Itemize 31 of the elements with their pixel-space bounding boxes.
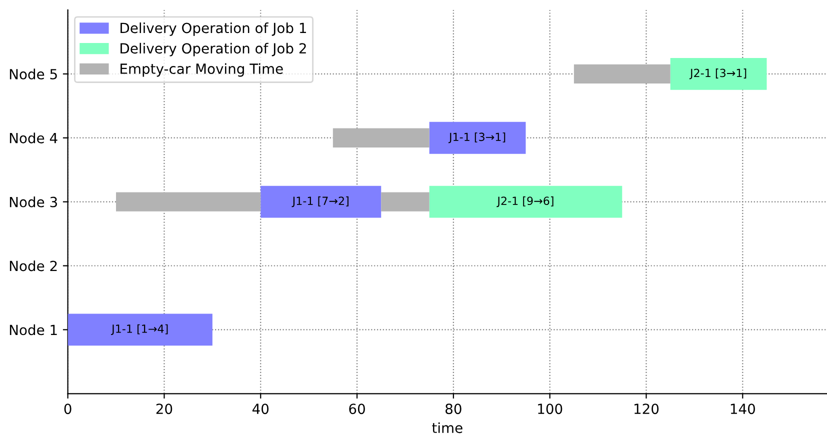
bar: [670, 58, 767, 90]
x-tick-label: 120: [634, 404, 659, 414]
data-label: J1-1 [3→1]: [448, 132, 506, 144]
x-tick-label: 80: [446, 404, 462, 414]
y-tick-label: Node 1: [10, 324, 57, 336]
legend-label: Delivery Operation of Job 1: [120, 22, 306, 36]
legend-label: Empty-car Moving Time: [120, 63, 283, 77]
x-axis-title: time: [432, 422, 462, 434]
bar: [381, 192, 430, 212]
y-tick-label: Node 3: [10, 196, 57, 208]
x-tick-label: 100: [538, 404, 562, 414]
x-tick-label: 40: [252, 404, 269, 414]
bar: [574, 64, 670, 84]
data-label: J1-1 [1→4]: [111, 324, 168, 335]
bar: [116, 192, 261, 212]
legend-label: Delivery Operation of Job 2: [120, 42, 306, 56]
data-label: J2-1 [3→1]: [689, 68, 746, 80]
y-tick-label: Node 4: [10, 132, 58, 144]
data-label: J2-1 [9→6]: [496, 196, 554, 208]
x-tick-label: 60: [349, 404, 365, 414]
x-tick-label: 0: [64, 404, 72, 414]
x-tick-label: 140: [730, 404, 755, 414]
bar: [68, 314, 212, 346]
bar: [260, 186, 382, 218]
bar: [429, 186, 622, 218]
bar: [429, 122, 526, 154]
x-tick-label: 20: [156, 404, 172, 414]
bar: [332, 128, 430, 148]
y-tick-label: Node 5: [10, 68, 57, 80]
data-label: J1-1 [7→2]: [292, 196, 348, 208]
y-tick-label: Node 2: [10, 260, 57, 272]
